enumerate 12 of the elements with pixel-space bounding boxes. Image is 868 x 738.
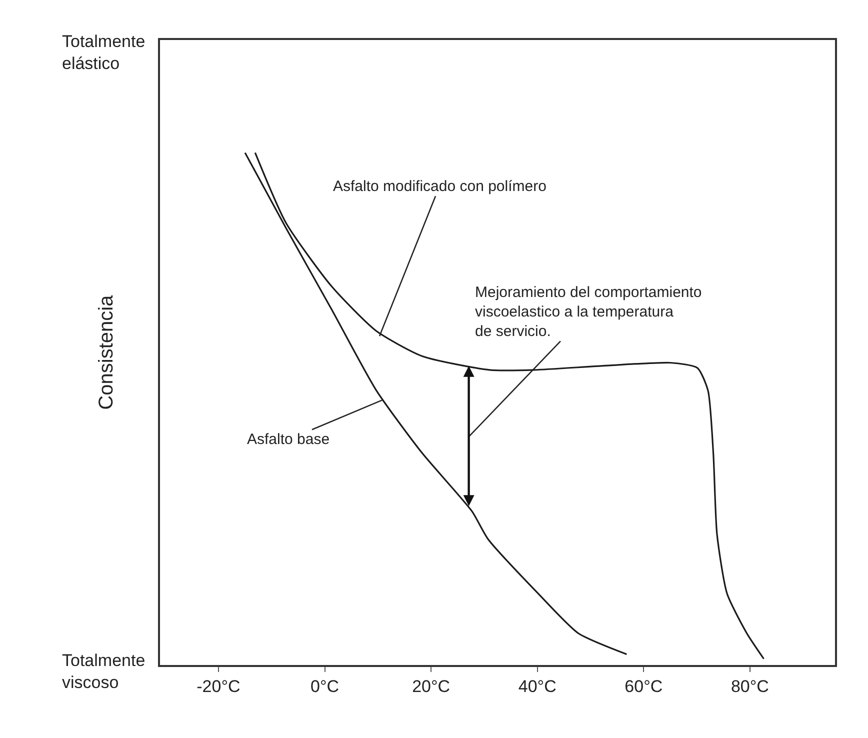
- annotation: Mejoramiento del comportamiento viscoelastico a la temperatura de servicio.: [475, 284, 702, 340]
- x-tick-label: 20°C: [412, 677, 450, 696]
- y-axis-title: Consistencia: [95, 294, 118, 410]
- text: Totalmente viscoso: [62, 651, 146, 692]
- text: Totalmente elástico: [62, 32, 146, 74]
- x-tick-label: 0°C: [310, 677, 340, 696]
- annotation: Asfalto base: [247, 431, 330, 448]
- x-tick-label: 40°C: [518, 677, 556, 696]
- x-tick-label: -20°C: [196, 677, 240, 696]
- x-tick-label: 60°C: [624, 677, 663, 696]
- x-tick-label: 80°C: [730, 677, 769, 696]
- annotation: Asfalto modificado con polímero: [333, 178, 546, 195]
